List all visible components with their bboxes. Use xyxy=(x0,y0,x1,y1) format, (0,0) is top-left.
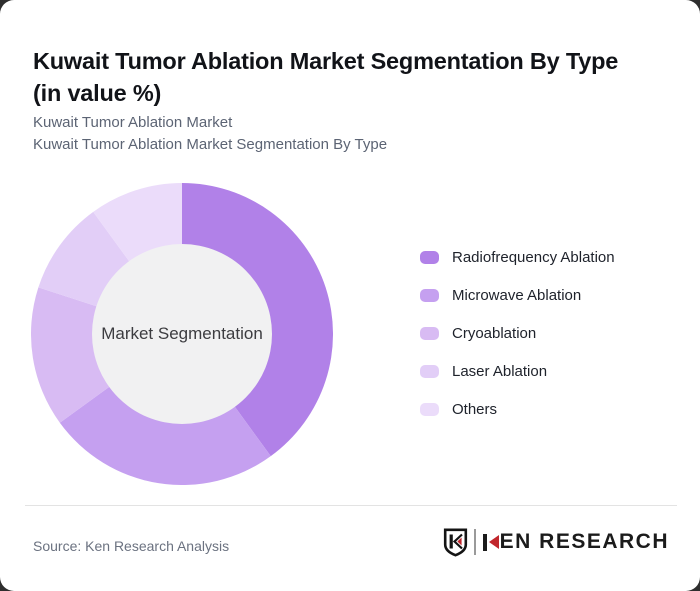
legend-label: Microwave Ablation xyxy=(452,286,582,304)
legend-swatch-icon xyxy=(420,250,439,264)
legend-swatch-icon xyxy=(420,288,439,302)
footer-divider xyxy=(25,505,677,506)
donut-chart: Market Segmentation xyxy=(30,183,334,486)
chart-subtitle: Kuwait Tumor Ablation Market Kuwait Tumo… xyxy=(33,112,387,155)
logo-separator xyxy=(473,529,476,555)
ken-research-logo: EN RESEARCH xyxy=(443,526,669,558)
legend-label: Cryoablation xyxy=(452,324,537,342)
legend-swatch-icon xyxy=(420,402,439,416)
logo-k-triangle-icon xyxy=(488,535,499,549)
page-title: Kuwait Tumor Ablation Market Segmentatio… xyxy=(33,45,683,109)
legend-label: Others xyxy=(452,400,498,418)
legend-item-others[interactable]: Others xyxy=(420,390,615,428)
chart-legend: Radiofrequency Ablation Microwave Ablati… xyxy=(420,238,615,428)
page-title-line1: Kuwait Tumor Ablation Market Segmentatio… xyxy=(33,47,619,74)
subtitle-line2: Kuwait Tumor Ablation Market Segmentatio… xyxy=(33,135,388,153)
donut-inner-circle xyxy=(92,244,272,424)
legend-label: Laser Ablation xyxy=(452,362,548,380)
logo-wordmark: EN RESEARCH xyxy=(482,530,669,554)
legend-item-microwave[interactable]: Microwave Ablation xyxy=(420,276,615,314)
source-text: Source: Ken Research Analysis xyxy=(33,538,230,554)
legend-item-cryoablation[interactable]: Cryoablation xyxy=(420,314,615,352)
legend-swatch-icon xyxy=(420,326,439,340)
legend-label: Radiofrequency Ablation xyxy=(452,248,615,266)
ken-research-shield-icon xyxy=(443,528,467,557)
legend-swatch-icon xyxy=(420,364,439,378)
donut-svg xyxy=(30,183,334,486)
donut-center-label: Market Segmentation xyxy=(101,324,263,343)
subtitle-line1: Kuwait Tumor Ablation Market xyxy=(33,114,233,131)
logo-k-bar xyxy=(482,533,487,551)
logo-text: EN RESEARCH xyxy=(499,530,669,553)
page-title-line2: (in value %) xyxy=(33,79,162,106)
legend-item-radiofrequency[interactable]: Radiofrequency Ablation xyxy=(420,238,615,276)
legend-item-laser[interactable]: Laser Ablation xyxy=(420,352,615,390)
